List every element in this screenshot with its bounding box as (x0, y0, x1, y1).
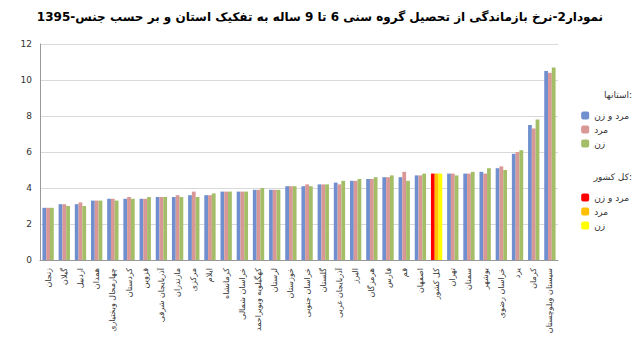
svg-text:مرد: مرد (594, 207, 608, 217)
svg-text:اردبیل: اردبیل (76, 268, 85, 288)
svg-text:گلستان: گلستان (318, 268, 328, 293)
svg-text:نمودار2-نرخ بازماندگی از تحصیل: نمودار2-نرخ بازماندگی از تحصیل گروه سنی … (37, 10, 603, 25)
svg-text:مرکزی: مرکزی (189, 268, 198, 291)
svg-text:6: 6 (26, 147, 32, 157)
svg-text:اصفهان: اصفهان (416, 268, 425, 293)
svg-text:مرد و زن: مرد و زن (594, 111, 629, 121)
svg-text:کل کشور: کل کشور (432, 268, 441, 301)
svg-text:8: 8 (26, 111, 32, 121)
svg-text:گیلان: گیلان (59, 268, 69, 285)
svg-text:قم: قم (400, 268, 409, 277)
svg-text:مرد: مرد (594, 125, 608, 135)
svg-text:کل کشور:: کل کشور: (593, 172, 632, 182)
svg-text:4: 4 (26, 183, 32, 193)
svg-text:کهگیلویه وبویراحمد: کهگیلویه وبویراحمد (253, 268, 263, 331)
svg-text:آذربایجان شرقی: آذربایجان شرقی (156, 267, 166, 322)
svg-text:همدان: همدان (92, 268, 101, 289)
svg-text:خراسان جنوبی: خراسان جنوبی (303, 268, 312, 318)
svg-text:خراسان رضوی: خراسان رضوی (497, 268, 506, 318)
svg-text:کرمانشاه: کرمانشاه (222, 268, 231, 299)
svg-text:تهران: تهران (448, 268, 457, 286)
svg-text:زن: زن (594, 139, 605, 149)
svg-text:مرد و زن: مرد و زن (594, 193, 629, 203)
svg-text:مازندران: مازندران (173, 268, 182, 297)
svg-text:سیستان وبلوچستان: سیستان وبلوچستان (545, 268, 554, 334)
svg-text:کرمان: کرمان (529, 268, 538, 289)
svg-text:زنجان: زنجان (44, 268, 53, 288)
svg-text:12: 12 (21, 39, 32, 49)
svg-text:استانها:: استانها: (604, 90, 632, 100)
svg-text:لرستان: لرستان (270, 268, 279, 292)
svg-text:2: 2 (26, 219, 32, 229)
svg-text:خراسان شمالی: خراسان شمالی (238, 268, 247, 320)
svg-text:سمنان: سمنان (464, 268, 473, 290)
svg-text:ایلام: ایلام (205, 268, 214, 282)
svg-text:آذربایجان غربی: آذربایجان غربی (334, 267, 344, 318)
svg-text:چهارمحال وبختیاری: چهارمحال وبختیاری (108, 268, 117, 332)
svg-text:قزوین: قزوین (141, 268, 150, 289)
svg-text:0: 0 (26, 255, 32, 265)
svg-text:فارس: فارس (384, 268, 393, 288)
svg-text:10: 10 (21, 75, 33, 85)
svg-text:یزد: یزد (513, 268, 522, 278)
svg-text:زن: زن (594, 221, 605, 231)
svg-text:بوشهر: بوشهر (481, 268, 490, 290)
svg-text:خوزستان: خوزستان (286, 268, 295, 298)
svg-text:البرز: البرز (351, 268, 360, 284)
svg-text:هرمزگان: هرمزگان (366, 268, 376, 297)
svg-text:کردستان: کردستان (125, 268, 134, 297)
